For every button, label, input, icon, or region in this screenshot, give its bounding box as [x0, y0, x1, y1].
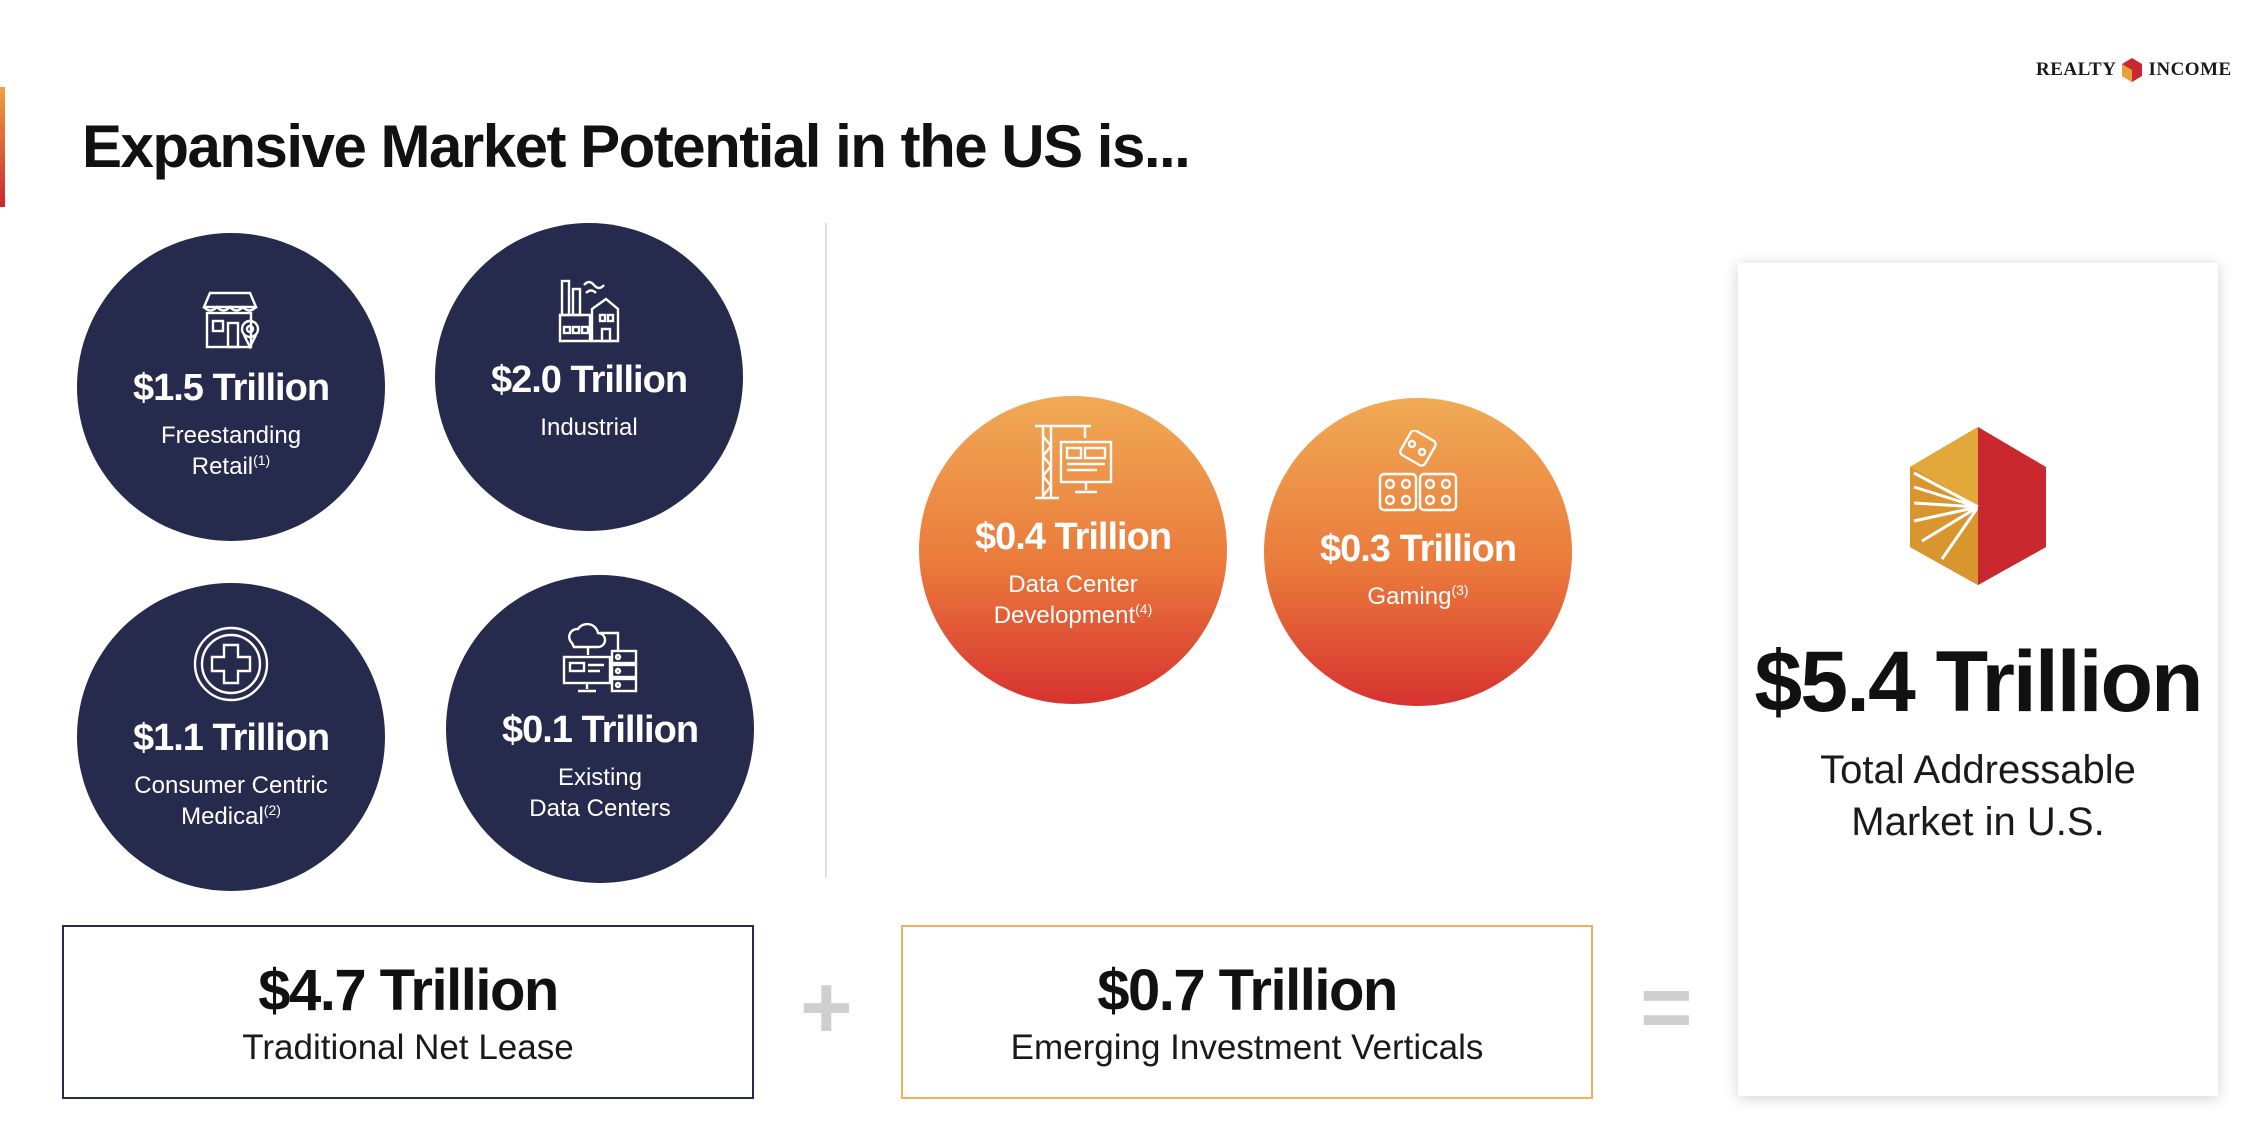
section-divider	[825, 223, 827, 878]
dice-icon	[1376, 430, 1460, 514]
gaming-value: $0.3 Trillion	[1319, 528, 1517, 570]
traditional-total-value: $4.7 Trillion	[258, 957, 559, 1023]
industrial-label: Industrial	[540, 414, 638, 441]
footnote-ref: (2)	[263, 802, 281, 818]
footnote-ref: (4)	[1135, 601, 1153, 617]
realty-income-logo: REALTY INCOME	[2036, 52, 2232, 88]
accent-bar	[0, 87, 5, 207]
circle-data-center-development: $0.4 Trillion Data Center Development(4)	[919, 396, 1227, 704]
circle-existing-data-centers: $0.1 Trillion Existing Data Centers	[446, 575, 754, 883]
emerging-total-label: Emerging Investment Verticals	[1010, 1027, 1484, 1067]
existing-dc-label: Existing Data Centers	[529, 764, 671, 822]
circle-gaming: $0.3 Trillion Gaming(3)	[1264, 398, 1572, 706]
server-network-icon	[560, 615, 640, 695]
circle-industrial: $2.0 Trillion Industrial	[435, 223, 743, 531]
emerging-total-box: $0.7 Trillion Emerging Investment Vertic…	[901, 925, 1593, 1099]
page-title: Expansive Market Potential in the US is.…	[82, 113, 1191, 180]
footnote-ref: (1)	[253, 452, 271, 468]
existing-dc-value: $0.1 Trillion	[501, 709, 699, 751]
emerging-total-value: $0.7 Trillion	[1097, 957, 1398, 1023]
traditional-total-label: Traditional Net Lease	[242, 1027, 574, 1067]
retail-value: $1.5 Trillion	[132, 367, 330, 409]
industrial-value: $2.0 Trillion	[490, 359, 688, 401]
crane-monitor-icon	[1031, 422, 1115, 502]
medical-cross-icon	[192, 623, 270, 703]
storefront-icon	[198, 273, 264, 353]
logo-text-left: REALTY	[2036, 59, 2117, 80]
circle-freestanding-retail: $1.5 Trillion Freestanding Retail(1)	[77, 233, 385, 541]
circle-consumer-medical: $1.1 Trillion Consumer Centric Medical(2…	[77, 583, 385, 891]
traditional-total-box: $4.7 Trillion Traditional Net Lease	[62, 925, 754, 1099]
equals-operator: =	[1640, 958, 1693, 1058]
logo-text-right: INCOME	[2148, 59, 2232, 80]
total-value: $5.4 Trillion	[1754, 634, 2203, 730]
factory-icon	[556, 265, 622, 345]
medical-label: Consumer Centric Medical(2)	[134, 772, 328, 830]
retail-label: Freestanding Retail(1)	[160, 422, 302, 480]
logo-mark-icon	[2122, 58, 2143, 82]
plus-operator: +	[800, 958, 853, 1058]
medical-value: $1.1 Trillion	[132, 717, 330, 759]
dc-development-label: Data Center Development(4)	[993, 571, 1153, 629]
footnote-ref: (3)	[1451, 582, 1469, 598]
total-market-card: $5.4 Trillion Total Addressable Market i…	[1738, 263, 2218, 1096]
total-label: Total Addressable Market in U.S.	[1820, 748, 2136, 844]
gaming-label: Gaming(3)	[1367, 582, 1469, 610]
realty-income-mark-icon	[1910, 427, 2046, 585]
dc-development-value: $0.4 Trillion	[974, 516, 1172, 558]
